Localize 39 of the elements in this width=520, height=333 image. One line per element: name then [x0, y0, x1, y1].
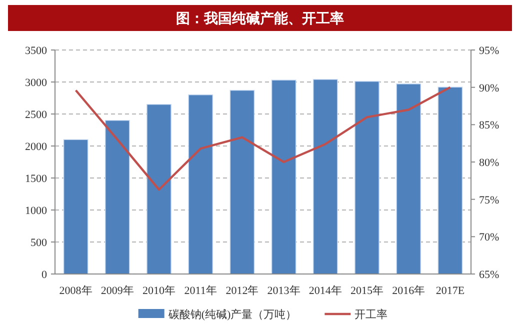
x-tick-label: 2017E	[436, 285, 465, 297]
y-tick-label: 3000	[25, 77, 48, 89]
legend-label: 开工率	[354, 308, 388, 321]
y-tick-label: 1000	[25, 205, 48, 217]
y-tick-label: 0	[42, 269, 48, 281]
x-tick-label: 2012年	[226, 285, 259, 297]
y2-tick-label: 65%	[479, 269, 500, 281]
y2-tick-label: 70%	[479, 232, 500, 244]
bar	[230, 90, 255, 274]
bar	[396, 84, 422, 274]
y-tick-label: 3500	[25, 45, 48, 57]
y-tick-label: 1500	[25, 173, 48, 185]
y-tick-label: 500	[30, 237, 48, 249]
bar	[104, 120, 130, 274]
bar	[271, 80, 296, 274]
y2-tick-label: 75%	[479, 194, 500, 206]
y-tick-label: 2500	[25, 109, 48, 121]
bar	[354, 80, 380, 274]
line-series	[74, 86, 452, 191]
legend-label: 碳酸钠(纯碱)产量（万吨）	[167, 308, 297, 321]
y2-tick-label: 95%	[479, 45, 500, 57]
x-tick-label: 2014年	[308, 285, 342, 297]
x-tick-label: 2008年	[59, 285, 92, 297]
y2-tick-label: 85%	[479, 120, 500, 132]
bar	[438, 86, 463, 274]
y2-tick-label: 80%	[479, 157, 500, 169]
x-tick-label: 2010年	[142, 285, 176, 297]
bar	[63, 139, 88, 274]
y2-tick-label: 90%	[479, 82, 500, 94]
chart-title: 图：我国纯碱产能、开工率	[176, 10, 344, 26]
x-tick-label: 2016年	[392, 285, 426, 297]
bar	[188, 94, 214, 274]
x-tick-label: 2013年	[267, 285, 300, 297]
x-tick-label: 2009年	[100, 285, 134, 297]
bar	[146, 104, 172, 274]
x-tick-label: 2015年	[350, 285, 384, 297]
x-tick-label: 2011年	[184, 285, 217, 297]
bar	[312, 79, 338, 274]
y-tick-label: 2000	[25, 141, 48, 153]
